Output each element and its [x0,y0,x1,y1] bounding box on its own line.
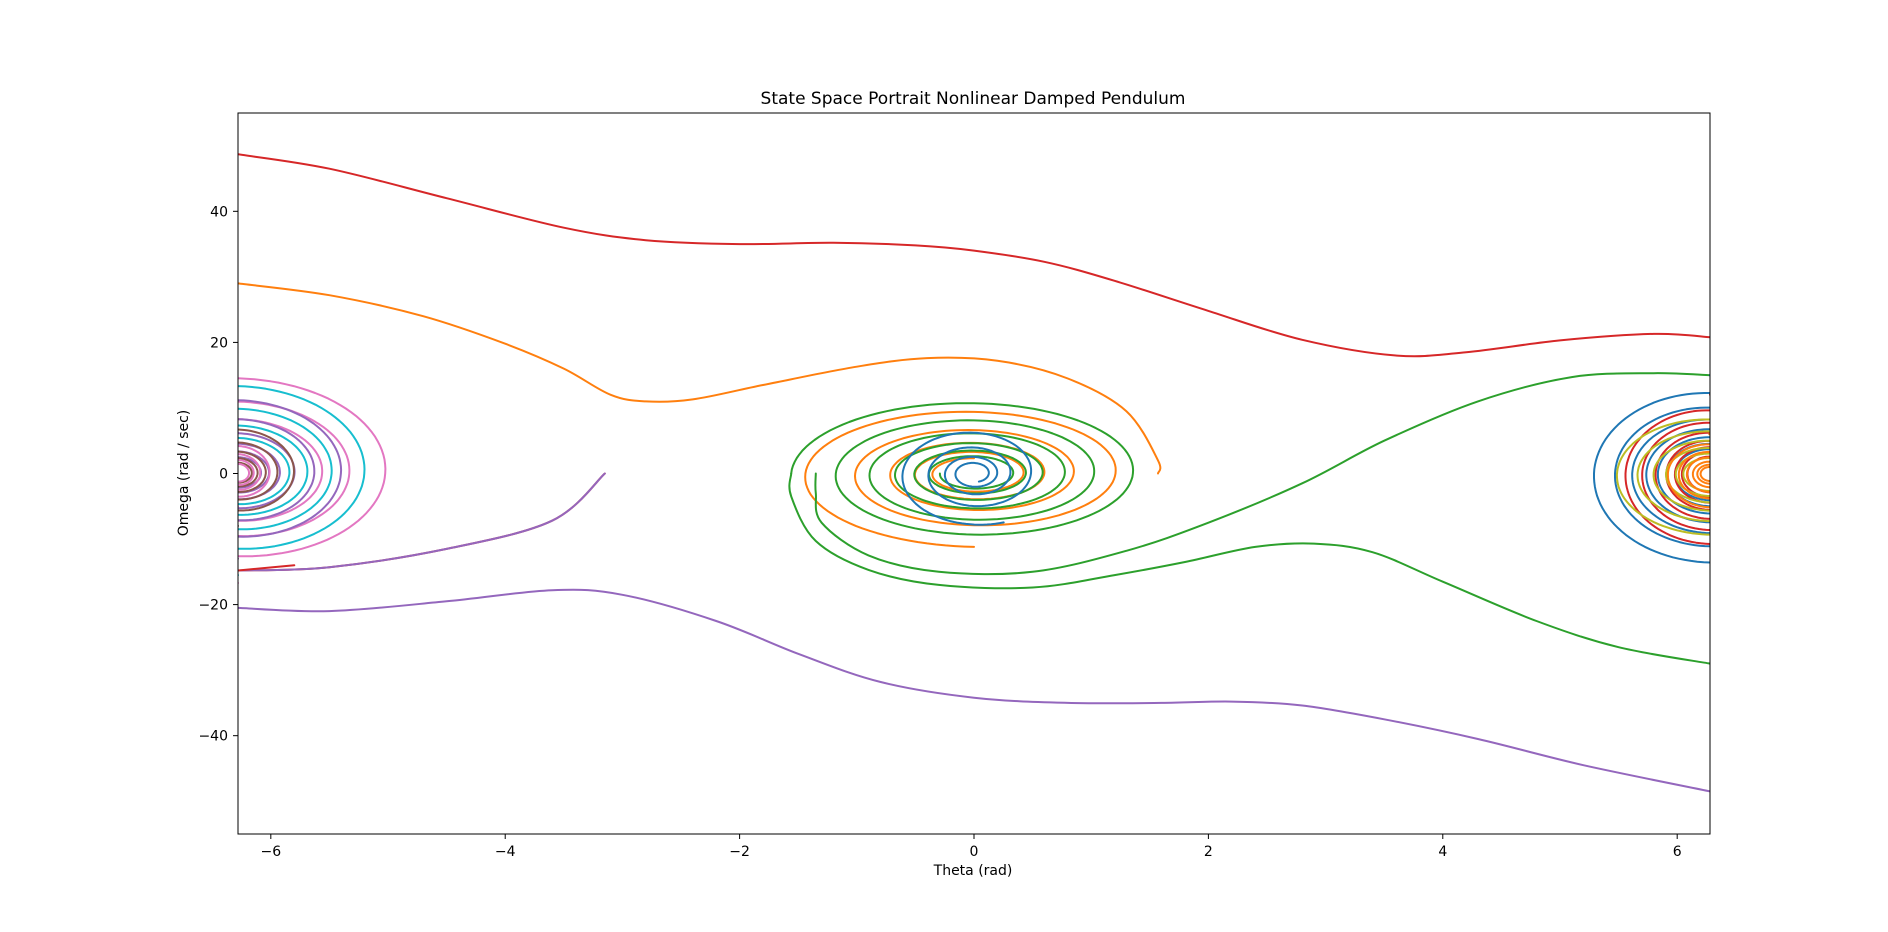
trajectory-line-9 [814,372,1710,576]
trajectory-line-13 [1624,393,1710,545]
chart-title: State Space Portrait Nonlinear Damped Pe… [761,89,1186,109]
x-axis: −6 −4 −2 0 2 4 6 [260,834,1682,860]
x-tick-label: −6 [260,844,281,860]
x-tick-label: 6 [1673,844,1682,860]
x-tick-label: 2 [1204,844,1213,860]
y-tick-label: 0 [219,467,228,483]
y-tick-label: −40 [198,729,228,745]
trajectory-line-5 [238,472,606,572]
x-tick-label: 0 [970,844,979,860]
y-tick-label: 40 [210,204,228,220]
trajectory-line-6 [238,588,1710,793]
trajectory-line-7 [788,472,1710,665]
x-axis-label: Theta (rad) [933,863,1013,879]
y-tick-label: −20 [198,598,228,614]
y-axis-label: Omega (rad / sec) [176,410,192,537]
trajectory-line-1 [238,153,1710,358]
trajectory-line-11 [238,564,296,572]
trajectory-line-3 [804,410,1117,548]
trajectory-line-19 [238,428,295,527]
x-tick-label: −2 [729,844,750,860]
trajectory-line-2 [238,282,1162,475]
trajectory-line-10 [901,431,1033,526]
trajectory-line-20 [238,444,271,508]
x-tick-label: −4 [495,844,516,860]
trajectory-line-16 [238,377,387,584]
trajectory-line-17 [238,385,366,577]
y-axis: −40 −20 0 20 40 [198,204,238,745]
y-tick-label: 20 [210,335,228,351]
x-tick-label: 4 [1438,844,1447,860]
